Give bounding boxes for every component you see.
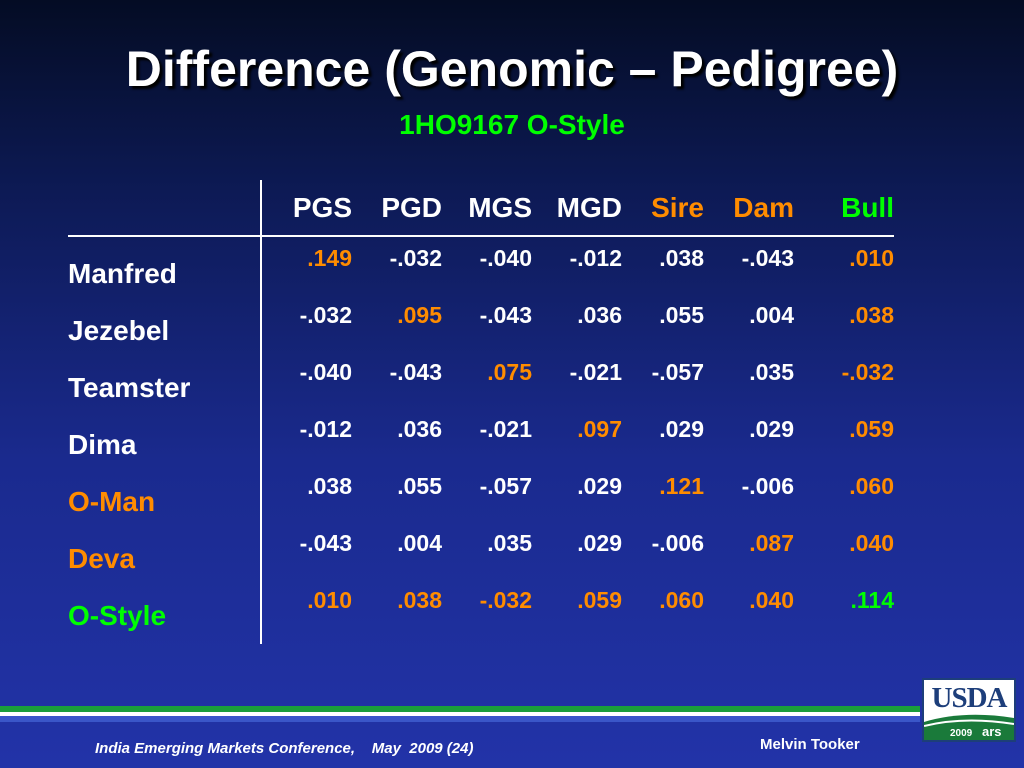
footer-conference: India Emerging Markets Conference, May 2… — [95, 740, 474, 757]
table-cell: .029 — [577, 530, 622, 556]
usda-logo-text: USDA — [931, 682, 1008, 714]
table-cell: .029 — [749, 416, 794, 442]
footer-stripe-blue — [0, 716, 920, 722]
table-cell: -.021 — [479, 416, 532, 442]
table-cell: .035 — [487, 530, 532, 556]
table-cell: .060 — [849, 473, 894, 499]
table-cell: .038 — [659, 245, 704, 271]
table-row: Deva -.043 .004 .035 .029 -.006 .087 .04… — [68, 530, 894, 587]
slide-subtitle: 1HO9167 O-Style — [399, 109, 625, 140]
table-corner — [68, 180, 262, 237]
table-cell: .097 — [577, 416, 622, 442]
column-header-dam: Dam — [704, 180, 794, 237]
table-cell: .075 — [487, 359, 532, 385]
table-cell: .010 — [849, 245, 894, 271]
table-cell: .095 — [397, 302, 442, 328]
table-cell: -.057 — [479, 473, 532, 499]
row-label-o-style: O-Style — [68, 587, 262, 644]
column-header-mgd: MGD — [532, 180, 622, 237]
table-cell: .038 — [307, 473, 352, 499]
table-cell: .114 — [850, 587, 895, 613]
table-cell: .060 — [659, 587, 704, 613]
table-cell: -.021 — [569, 359, 622, 385]
table-cell: -.032 — [841, 359, 894, 385]
footer-stripe-white — [0, 712, 920, 716]
difference-table: PGS PGD MGS MGD Sire Dam Bull Manfred .1… — [68, 180, 894, 644]
table-cell: .059 — [577, 587, 622, 613]
table-cell: -.040 — [299, 359, 352, 385]
table-cell: .038 — [397, 587, 442, 613]
table-row: Jezebel -.032 .095 -.043 .036 .055 .004 … — [68, 302, 894, 359]
column-header-bull: Bull — [794, 180, 894, 237]
table-cell: -.043 — [389, 359, 442, 385]
table-cell: .055 — [397, 473, 442, 499]
usda-logo-swoosh-icon — [924, 714, 1014, 740]
column-header-pgd: PGD — [352, 180, 442, 237]
table-cell: -.012 — [569, 245, 622, 271]
table-cell: -.006 — [651, 530, 704, 556]
table-cell: .004 — [397, 530, 442, 556]
row-label-deva: Deva — [68, 530, 262, 587]
slide-title: Difference (Genomic – Pedigree) — [125, 41, 899, 97]
footer-stripe-green — [0, 706, 920, 712]
table-row: Manfred .149 -.032 -.040 -.012 .038 -.04… — [68, 236, 894, 302]
table-cell: -.006 — [741, 473, 794, 499]
table-cell: .149 — [307, 245, 352, 271]
table-cell: -.043 — [299, 530, 352, 556]
row-label-jezebel: Jezebel — [68, 302, 262, 359]
table-cell: .087 — [749, 530, 794, 556]
table-cell: -.043 — [741, 245, 794, 271]
column-header-pgs: PGS — [261, 180, 352, 237]
table-row: O-Man .038 .055 -.057 .029 .121 -.006 .0… — [68, 473, 894, 530]
column-header-sire: Sire — [622, 180, 704, 237]
table-cell: -.057 — [651, 359, 704, 385]
table-cell: .029 — [577, 473, 622, 499]
table-cell: .035 — [749, 359, 794, 385]
row-label-o-man: O-Man — [68, 473, 262, 530]
footer-author: Melvin Tooker — [760, 736, 860, 753]
table-cell: -.032 — [389, 245, 442, 271]
table-cell: .055 — [659, 302, 704, 328]
table-cell: -.032 — [479, 587, 532, 613]
table-row: Dima -.012 .036 -.021 .097 .029 .029 .05… — [68, 416, 894, 473]
table-cell: .029 — [659, 416, 704, 442]
column-header-mgs: MGS — [442, 180, 532, 237]
table-row: O-Style .010 .038 -.032 .059 .060 .040 .… — [68, 587, 894, 644]
usda-logo-icon: USDA 2009 ars — [922, 678, 1016, 742]
row-label-dima: Dima — [68, 416, 262, 473]
table-cell: .059 — [849, 416, 894, 442]
table-cell: .040 — [749, 587, 794, 613]
logo-year: 2009 — [950, 728, 973, 739]
table-cell: -.040 — [479, 245, 532, 271]
table-cell: -.043 — [479, 302, 532, 328]
table-header-row: PGS PGD MGS MGD Sire Dam Bull — [68, 180, 894, 237]
table-cell: -.032 — [299, 302, 352, 328]
table-cell: .040 — [849, 530, 894, 556]
table-cell: -.012 — [299, 416, 352, 442]
table-cell: .010 — [307, 587, 352, 613]
table-cell: .036 — [397, 416, 442, 442]
table-cell: .004 — [749, 302, 794, 328]
table-cell: .038 — [849, 302, 894, 328]
row-label-manfred: Manfred — [68, 236, 262, 302]
table-cell: .036 — [577, 302, 622, 328]
table-cell: .121 — [659, 473, 704, 499]
logo-ars: ars — [982, 724, 1002, 739]
table-row: Teamster -.040 -.043 .075 -.021 -.057 .0… — [68, 359, 894, 416]
row-label-teamster: Teamster — [68, 359, 262, 416]
